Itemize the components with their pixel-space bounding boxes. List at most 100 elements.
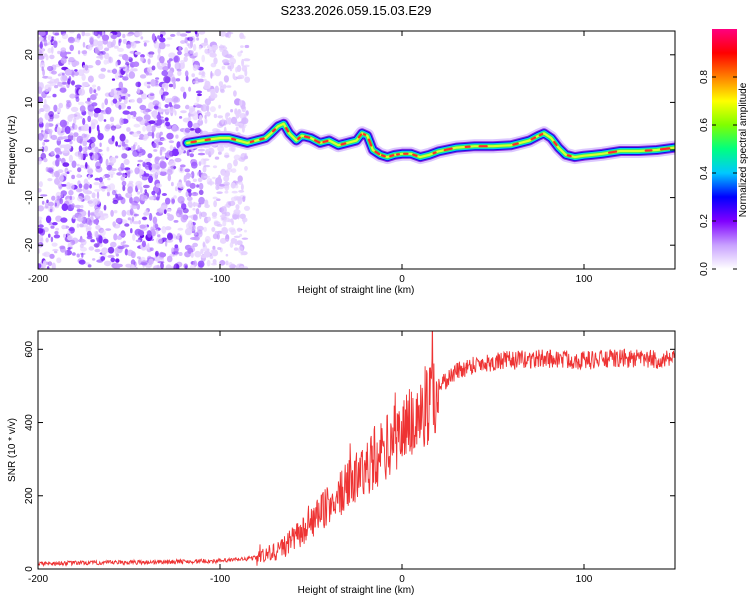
spectrogram-noise-blob [127, 33, 133, 37]
spectrogram-noise-blob [204, 48, 208, 54]
spectrogram-noise-blob [218, 151, 222, 155]
spectrogram-noise-blob [50, 225, 55, 229]
spectrogram-noise-blob [99, 156, 103, 164]
spectrogram-noise-blob [139, 224, 146, 229]
spectrogram-noise-blob [87, 97, 91, 102]
spectrogram-noise-blob [83, 153, 88, 157]
spectrogram-noise-blob [223, 217, 231, 223]
spectrogram-noise-blob [54, 32, 60, 36]
spectrogram-noise-blob [67, 247, 71, 251]
spectrogram-noise-blob [142, 135, 148, 141]
spectrogram-noise-blob [218, 81, 224, 87]
spectrogram-noise-blob [147, 131, 153, 137]
spectrogram-noise-blob [185, 180, 191, 187]
spectrogram-noise-blob [87, 168, 94, 174]
spectrogram-noise-blob [214, 222, 217, 226]
spectrogram-noise-blob [132, 110, 137, 118]
spectrogram-y-axis: -20 -10 0 10 20 [24, 49, 675, 252]
spectrogram-noise-blob [212, 215, 217, 219]
spectrogram-noise-blob [100, 110, 106, 115]
spectrogram-noise-blob [69, 93, 76, 99]
spectrogram-noise-blob [152, 216, 158, 225]
spectrogram-noise-blob [75, 239, 79, 243]
spectrogram-noise-blob [174, 244, 179, 249]
spectrogram-noise-blob [166, 132, 174, 140]
spectrogram-noise-blob [115, 193, 118, 199]
spectrogram-noise-blob [124, 143, 129, 151]
spectrogram-noise-blob [48, 118, 54, 122]
spectrogram-noise-blob [92, 198, 98, 206]
spectrogram-track-peak [553, 140, 558, 147]
spectrogram-noise-blob [198, 45, 202, 50]
spectrogram-noise-blob [57, 157, 62, 162]
spectrogram-noise-blob [39, 41, 43, 49]
spectrogram-noise-blob [79, 223, 84, 228]
spectrogram-noise-blob [217, 144, 225, 153]
spectrogram-noise-blob [68, 57, 75, 62]
spectrogram-noise-blob [77, 196, 83, 202]
spectrogram-noise-blob [114, 155, 119, 159]
spectrogram-noise-blob [177, 50, 182, 56]
spectrogram-track-peak [231, 137, 237, 141]
spectrogram-noise-blob [67, 235, 73, 241]
spectrogram-noise-blob [179, 33, 188, 37]
spectrogram-noise-blob [131, 216, 135, 222]
spectrogram-noise-blob [236, 240, 243, 246]
spectrogram-noise-blob [236, 227, 242, 232]
snr-ytick-label: 0 [24, 566, 35, 572]
spectrogram-noise-blob [184, 70, 189, 77]
spectrogram-noise-blob [227, 31, 234, 35]
spectrogram-noise-blob [82, 140, 88, 147]
spectrogram-noise-blob [94, 248, 101, 253]
spectrogram-noise-blob [230, 229, 237, 235]
spectrogram-noise-blob [68, 228, 75, 231]
spectrogram-noise-blob [141, 194, 148, 202]
spectrogram-noise-blob [239, 233, 243, 237]
spectrogram-noise-blob [125, 263, 132, 268]
spectrogram-noise-blob [241, 251, 248, 256]
spectrogram-noise-blob [166, 213, 171, 216]
spectrogram-noise-blob [160, 138, 167, 141]
spectrogram-noise-blob [185, 191, 189, 198]
spectrogram-noise-blob [155, 77, 160, 80]
spectrogram-noise-blob [165, 197, 171, 205]
spectrogram-noise-blob [69, 195, 73, 201]
spectrogram-noise-blob [198, 31, 206, 35]
spectrogram-noise-blob [47, 167, 53, 171]
spectrogram-noise-blob [196, 225, 204, 232]
spectrogram-ytick-label: 0 [24, 147, 35, 153]
spectrogram-noise-blob [161, 93, 166, 102]
spectrogram-noise-blob [102, 175, 106, 179]
spectrogram-noise-blob [151, 65, 156, 71]
spectrogram-noise-blob [113, 94, 121, 99]
spectrogram-noise-blob [200, 248, 204, 254]
spectrogram-noise-blob [84, 32, 91, 37]
spectrogram-noise-blob [63, 139, 72, 143]
spectrogram-noise-blob [50, 36, 54, 40]
spectrogram-noise-blob [238, 125, 246, 129]
spectrogram-noise-blob [175, 78, 181, 82]
spectrogram-noise-blob [218, 104, 222, 109]
spectrogram-noise-blob [131, 115, 138, 119]
spectrogram-noise-blob [76, 188, 83, 193]
spectrogram-noise-blob [151, 163, 158, 169]
spectrogram-noise-blob [93, 219, 97, 224]
spectrogram-noise-blob [153, 105, 159, 110]
spectrogram-noise-blob [137, 144, 141, 152]
spectrogram-noise-blob [39, 31, 46, 37]
spectrogram-noise-blob [38, 263, 42, 269]
spectrogram-noise-blob [222, 59, 230, 64]
spectrogram-track-peak [297, 136, 301, 141]
spectrogram-noise-blob [38, 219, 42, 225]
spectrogram-noise-blob [184, 227, 193, 236]
spectrogram-noise-blob [220, 88, 225, 94]
spectrogram-noise-blob [99, 217, 106, 221]
spectrogram-noise-blob [97, 113, 104, 122]
spectrogram-noise-blob [193, 53, 198, 56]
spectrogram-noise-blob [87, 264, 92, 268]
spectrogram-noise-blob [178, 252, 183, 256]
spectrogram-noise-blob [38, 132, 44, 141]
spectrogram-noise-blob [64, 249, 68, 256]
spectrogram-noise-blob [233, 159, 238, 167]
